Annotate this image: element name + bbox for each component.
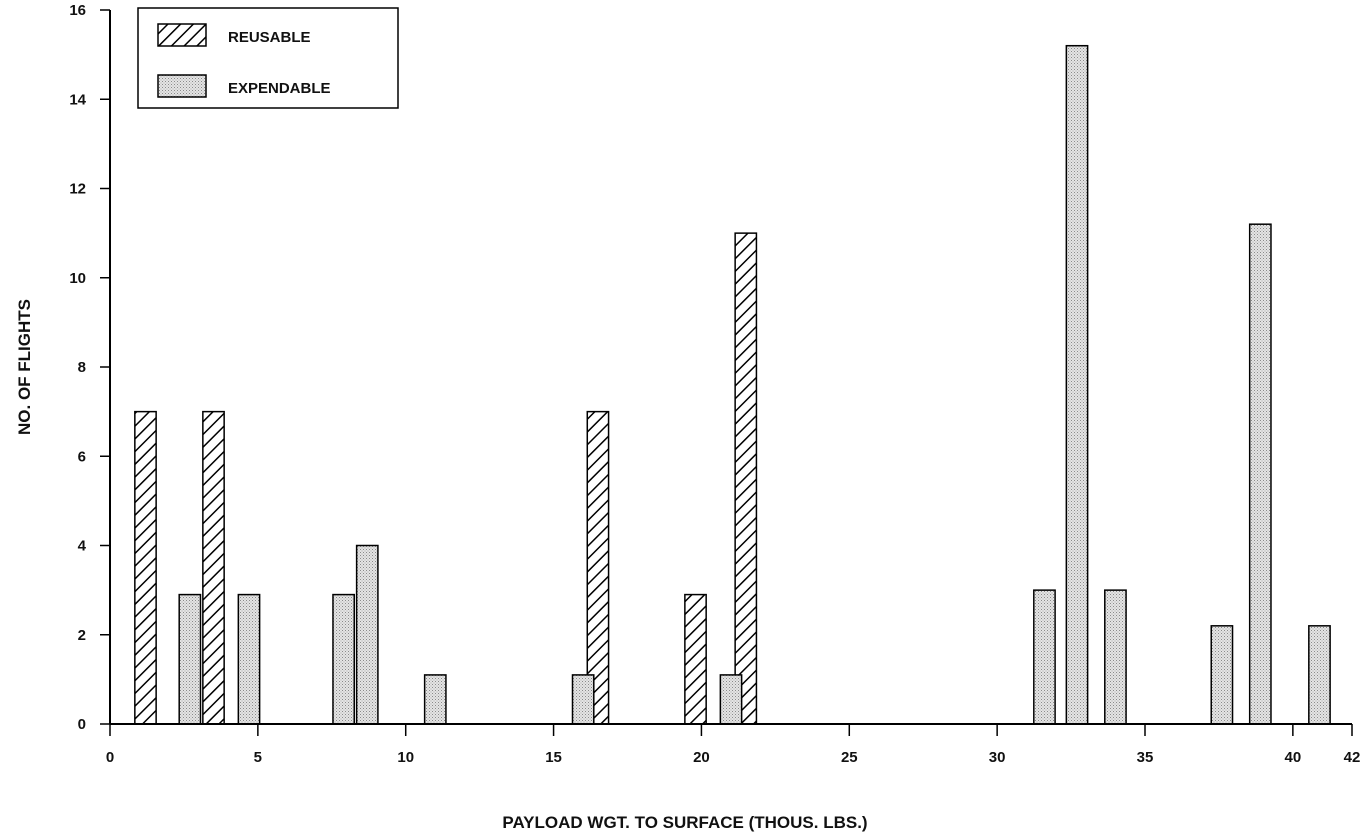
y-tick-label: 0 [78, 716, 86, 733]
x-tick-label: 0 [106, 749, 114, 766]
bar-reusable [134, 410, 157, 725]
bars-layer [134, 44, 1331, 725]
bar-reusable [684, 593, 707, 725]
bar-expendable [1065, 44, 1089, 725]
x-tick-label: 15 [545, 749, 562, 766]
y-tick-label: 16 [69, 2, 86, 19]
bar-expendable [178, 593, 202, 725]
x-tick-label: 5 [254, 749, 262, 766]
y-tick-label: 6 [78, 448, 86, 465]
bar-expendable [332, 593, 356, 725]
bar-expendable [1248, 223, 1272, 725]
legend-swatch-reusable [157, 23, 207, 47]
legend: REUSABLE EXPENDABLE [137, 7, 399, 109]
y-tick-label: 14 [69, 91, 86, 108]
y-tick-label: 2 [78, 627, 86, 644]
bar-reusable [734, 232, 758, 725]
y-tick-label: 12 [69, 181, 86, 198]
x-axis-title: PAYLOAD WGT. TO SURFACE (THOUS. LBS.) [502, 813, 867, 832]
bar-expendable [1308, 625, 1331, 725]
bar-expendable [237, 593, 261, 725]
bar-expendable [571, 674, 595, 725]
y-tick-label: 8 [78, 359, 86, 376]
x-tick-label: 35 [1137, 749, 1154, 766]
bar-expendable [1210, 625, 1234, 725]
bar-reusable [202, 410, 225, 725]
bar-expendable [423, 674, 447, 725]
y-tick-label: 10 [69, 270, 86, 287]
bar-expendable [719, 674, 743, 725]
legend-label-reusable: REUSABLE [228, 29, 311, 46]
y-tick-layer: 0 2 4 6 8 10 12 14 16 [69, 2, 110, 733]
axes-layer [109, 10, 1352, 725]
x-tick-label: 25 [841, 749, 858, 766]
y-axis-title: NO. OF FLIGHTS [15, 299, 34, 435]
x-tick-label: 20 [693, 749, 710, 766]
x-tick-label: 30 [989, 749, 1006, 766]
legend-label-expendable: EXPENDABLE [228, 80, 331, 97]
y-tick-label: 4 [78, 538, 87, 555]
x-tick-layer: 0 5 10 15 20 25 30 35 40 42 [106, 724, 1361, 766]
legend-swatch-expendable [157, 74, 207, 98]
bar-expendable [355, 544, 379, 725]
x-tick-label: 40 [1285, 749, 1302, 766]
x-tick-label: 10 [397, 749, 414, 766]
x-tick-label: 42 [1344, 749, 1361, 766]
bar-expendable [1104, 589, 1127, 725]
bar-expendable [1033, 589, 1056, 725]
